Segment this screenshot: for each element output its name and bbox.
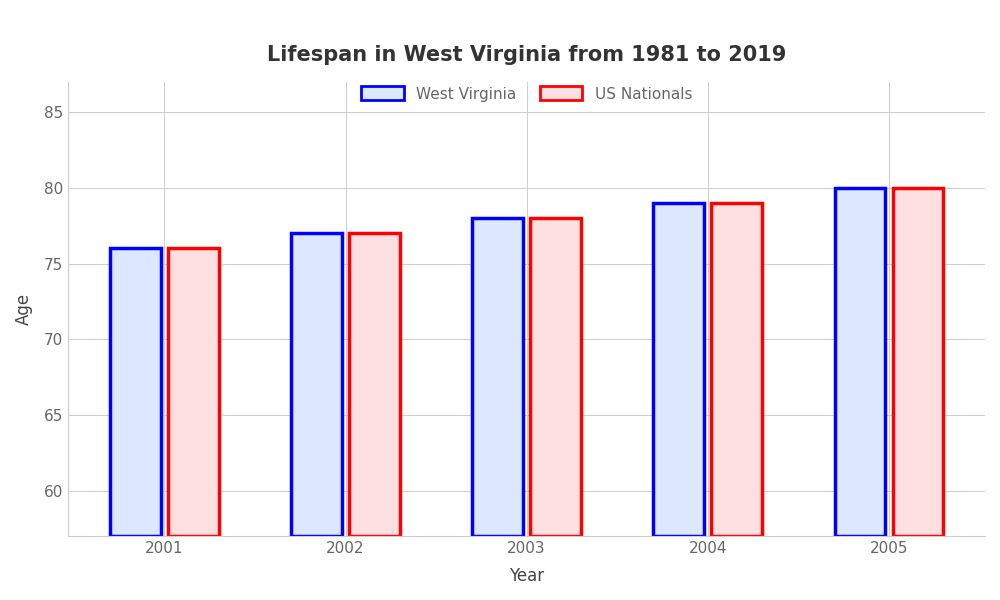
Bar xyxy=(530,218,581,536)
Bar xyxy=(893,188,943,536)
Legend: West Virginia, US Nationals: West Virginia, US Nationals xyxy=(355,80,698,107)
Bar xyxy=(711,203,762,536)
Bar xyxy=(835,188,885,536)
Bar xyxy=(349,233,400,536)
Title: Lifespan in West Virginia from 1981 to 2019: Lifespan in West Virginia from 1981 to 2… xyxy=(267,45,786,65)
Bar xyxy=(472,218,523,536)
Bar xyxy=(110,248,161,536)
Bar xyxy=(168,248,219,536)
X-axis label: Year: Year xyxy=(509,567,544,585)
Bar xyxy=(653,203,704,536)
Bar xyxy=(291,233,342,536)
Y-axis label: Age: Age xyxy=(15,293,33,325)
